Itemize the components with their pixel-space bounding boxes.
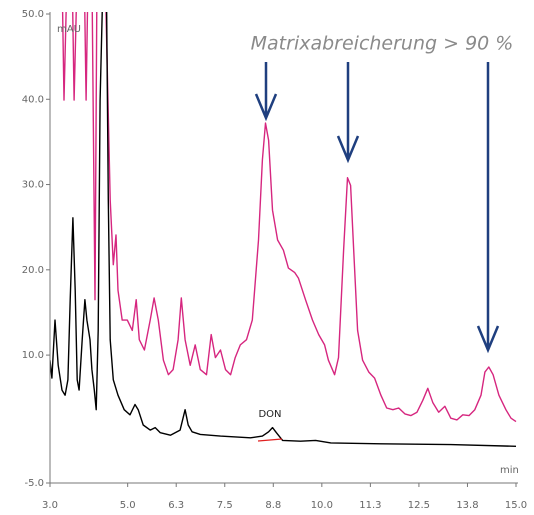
arrow — [336, 62, 360, 164]
x-tick-label: 10.0 — [311, 500, 333, 511]
x-tick-label: 5.0 — [120, 500, 136, 511]
x-tick-label: 15.0 — [505, 500, 527, 511]
y-tick-label: 30.0 — [22, 180, 44, 191]
y-axis-label: mAU — [57, 24, 81, 35]
arrow — [476, 62, 500, 354]
x-tick-label: 6.3 — [168, 500, 184, 511]
y-tick-label: 10.0 — [22, 350, 44, 361]
x-tick-label: 12.5 — [408, 500, 430, 511]
y-tick-label: 20.0 — [22, 265, 44, 276]
trace — [61, 12, 517, 423]
y-tick-label: 40.0 — [22, 94, 44, 105]
traces — [50, 12, 517, 447]
x-tick-label: 11.3 — [359, 500, 381, 511]
y-tick-label: 50.0 — [22, 9, 44, 20]
x-tick-label: 3.0 — [42, 500, 58, 511]
x-axis-label: min — [500, 465, 519, 476]
baseline-marker — [257, 438, 283, 442]
arrow — [254, 62, 278, 122]
don-label: DON — [258, 409, 281, 420]
x-tick-label: 13.8 — [456, 500, 478, 511]
axes: 50.0 40.0 30.0 20.0 10.0 -5.0 3.0 5.0 6.3 7.5 8.8 1… — [22, 9, 527, 511]
arrows — [254, 62, 500, 354]
annotation-title: Matrixabreicherung > 90 % — [251, 33, 514, 55]
x-tick-label: 8.8 — [265, 500, 281, 511]
x-tick-label: 7.5 — [217, 500, 233, 511]
y-tick-label: -5.0 — [24, 478, 44, 489]
trace — [50, 12, 517, 447]
